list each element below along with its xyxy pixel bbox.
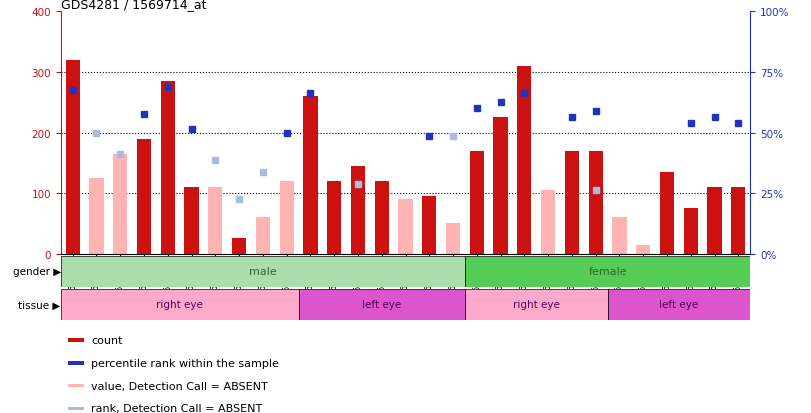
Bar: [707, 194, 722, 254]
Bar: [517, 67, 531, 254]
Text: male: male: [249, 266, 277, 277]
Bar: [280, 182, 294, 254]
Bar: [67, 384, 84, 387]
Text: GDS4281 / 1569714_at: GDS4281 / 1569714_at: [61, 0, 206, 11]
Bar: [351, 166, 365, 254]
Bar: [66, 61, 79, 254]
Bar: [232, 239, 247, 254]
Bar: [607, 289, 750, 320]
Text: percentile rank within the sample: percentile rank within the sample: [91, 358, 279, 368]
Text: female: female: [588, 266, 627, 277]
Bar: [636, 245, 650, 254]
Bar: [465, 256, 750, 287]
Text: left eye: left eye: [659, 299, 698, 310]
Bar: [684, 209, 698, 254]
Bar: [161, 82, 175, 254]
Bar: [707, 188, 722, 254]
Bar: [465, 289, 607, 320]
Bar: [327, 182, 341, 254]
Bar: [541, 190, 556, 254]
Bar: [423, 197, 436, 254]
Bar: [67, 361, 84, 365]
Bar: [67, 339, 84, 342]
Bar: [61, 256, 465, 287]
Bar: [184, 188, 199, 254]
Bar: [446, 224, 460, 254]
Text: tissue ▶: tissue ▶: [19, 299, 61, 310]
Bar: [470, 151, 484, 254]
Bar: [660, 173, 674, 254]
Text: count: count: [91, 335, 122, 345]
Text: rank, Detection Call = ABSENT: rank, Detection Call = ABSENT: [91, 404, 263, 413]
Text: gender ▶: gender ▶: [13, 266, 61, 277]
Bar: [113, 154, 127, 254]
Text: value, Detection Call = ABSENT: value, Detection Call = ABSENT: [91, 381, 268, 391]
Bar: [398, 199, 413, 254]
Bar: [208, 188, 222, 254]
Text: right eye: right eye: [157, 299, 203, 310]
Bar: [255, 218, 270, 254]
Text: left eye: left eye: [362, 299, 401, 310]
Bar: [67, 407, 84, 410]
Bar: [564, 151, 579, 254]
Bar: [375, 182, 388, 254]
Bar: [732, 188, 745, 254]
Bar: [89, 178, 104, 254]
Bar: [589, 151, 603, 254]
Bar: [298, 289, 465, 320]
Bar: [137, 139, 151, 254]
Bar: [303, 97, 318, 254]
Bar: [612, 218, 627, 254]
Text: right eye: right eye: [513, 299, 560, 310]
Bar: [493, 118, 508, 254]
Bar: [61, 289, 298, 320]
